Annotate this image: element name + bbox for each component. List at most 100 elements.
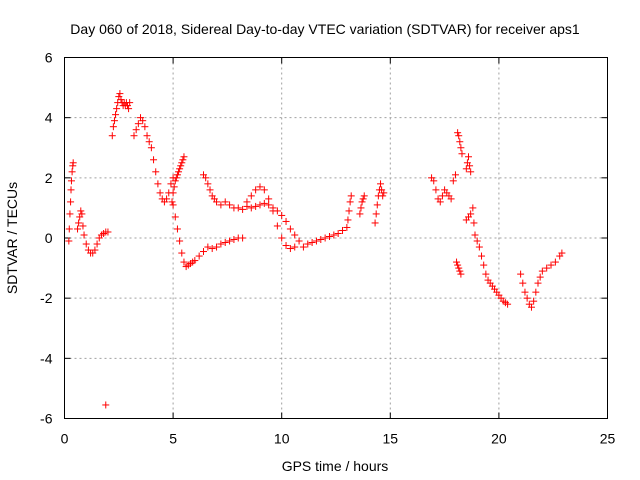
data-point [108,132,116,140]
data-point [517,270,525,278]
y-tick-label: 6 [45,50,53,66]
data-point [221,198,229,206]
data-point [291,231,299,239]
grid-lines [64,57,608,419]
data-point [286,245,294,253]
data-point [438,192,446,200]
data-point [538,267,546,275]
data-point [265,201,273,209]
data-point [175,168,183,176]
data-point [221,239,229,247]
data-point [360,192,368,200]
data-point [308,239,316,247]
data-point [558,249,566,257]
y-tick-label: -2 [40,290,53,306]
data-point [447,195,455,203]
data-point [104,228,112,236]
data-point [170,183,178,191]
data-point [532,288,540,296]
data-point [117,96,125,104]
data-point [143,132,151,140]
data-point [358,198,366,206]
data-point [458,150,466,158]
data-point [343,223,351,231]
data-point [519,279,527,287]
data-point [171,213,179,221]
data-point [112,111,120,119]
data-point [478,252,486,260]
data-point [147,144,155,152]
data-point [377,180,385,188]
data-point [180,153,188,161]
data-point [173,225,181,233]
data-point [213,243,221,251]
y-tick-label: 4 [45,110,53,126]
data-point [278,234,286,242]
data-point [75,219,83,227]
data-point [457,270,465,278]
data-point [432,186,440,194]
data-point [470,219,478,227]
data-point [380,189,388,197]
data-point [109,123,117,131]
data-point [204,243,212,251]
data-point [206,186,214,194]
data-point [325,232,333,240]
data-point [291,243,299,251]
data-point [457,144,465,152]
data-point [278,211,286,219]
data-point [230,236,238,244]
data-point [449,177,457,185]
data-point [523,294,531,302]
data-point [239,234,247,242]
data-point [466,162,474,170]
data-point [295,237,303,245]
data-point [82,240,90,248]
y-tick-label: -4 [40,350,53,366]
data-point [256,201,264,209]
data-point [345,207,353,215]
data-point [282,217,290,225]
data-point [317,236,325,244]
data-point [102,401,110,409]
data-point [299,243,307,251]
data-point [547,261,555,269]
data-point [177,162,185,170]
data-point [65,237,73,245]
data-point [93,240,101,248]
data-point [172,174,180,182]
data-point [247,204,255,212]
data-point [282,242,290,250]
data-point [125,105,133,113]
data-point [334,229,342,237]
x-tick-label: 20 [491,431,507,447]
data-point [269,207,277,215]
data-point [167,180,175,188]
data-point [480,261,488,269]
data-point [204,180,212,188]
data-point [304,240,312,248]
data-point [126,99,134,107]
data-point [373,201,381,209]
data-point [467,210,475,218]
data-point [260,186,268,194]
data-point [260,199,268,207]
data-point [66,210,74,218]
data-point [173,171,181,179]
data-point [456,267,464,275]
data-point [273,222,281,230]
data-point [247,192,255,200]
data-point [265,195,273,203]
data-point [436,198,444,206]
data-point [379,192,387,200]
data-point [130,132,138,140]
data-point [180,258,188,266]
data-point [68,168,76,176]
data-point [462,165,470,173]
chart-title: Day 060 of 2018, Sidereal Day-to-day VTE… [70,21,580,37]
data-point [551,258,559,266]
data-point [141,123,149,131]
data-point [110,117,118,125]
data-point [150,156,158,164]
y-tick-label: 2 [45,170,53,186]
